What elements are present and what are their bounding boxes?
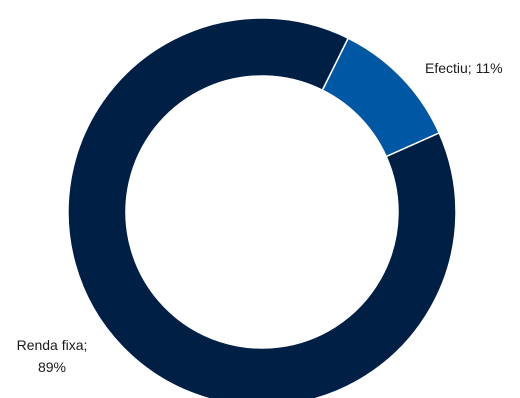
slice-renda-fixa	[67, 17, 457, 398]
label-renda-fixa-line1: Renda fixa;	[17, 337, 88, 353]
label-efectiu: Efectiu; 11%	[425, 60, 503, 76]
slices-group	[67, 17, 457, 398]
label-renda-fixa-line2: 89%	[38, 359, 66, 375]
